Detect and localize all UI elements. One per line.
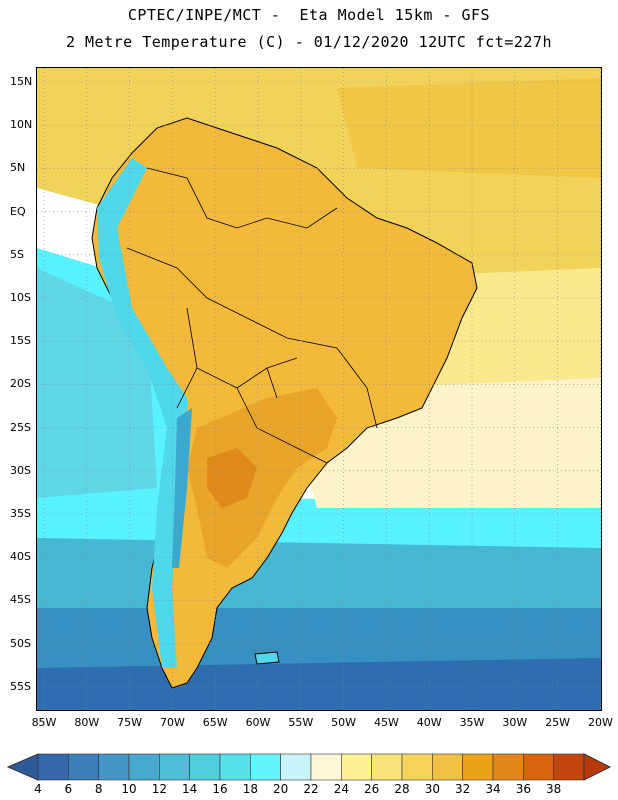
lat-tick-label: 15N [10,75,33,88]
temperature-map [36,67,602,711]
colorbar-label: 32 [455,782,471,796]
colorbar-swatch [310,753,342,781]
colorbar-label: 30 [424,782,440,796]
colorbar-label: 24 [333,782,349,796]
colorbar-swatch [250,753,281,781]
lon-tick-label: 35W [459,716,485,729]
lon-tick-label: 45W [373,716,399,729]
colorbar-swatch [462,753,494,781]
falkland-islands [254,651,280,665]
colorbar-left-arrow [6,753,39,781]
colorbar-label: 34 [485,782,501,796]
colorbar-label: 6 [64,782,73,796]
lat-tick-label: 5N [10,161,26,175]
lon-tick-label: 85W [31,716,57,729]
colorbar-label: 14 [182,782,198,796]
colorbar-swatch [98,753,130,781]
land-hot-region [187,388,337,568]
lat-tick-label: 55S [10,679,31,693]
lat-tick-label: 40S [10,550,31,564]
colorbar-swatch [401,753,433,781]
colorbar-label: 8 [94,782,103,796]
colorbar-swatch [280,753,312,781]
lat-tick-label: 25S [10,420,31,434]
lon-tick-label: 40W [416,716,442,729]
colorbar-swatch [523,753,554,781]
colorbar-label: 12 [151,782,167,796]
colorbar-label: 38 [546,782,562,796]
colorbar-swatch [189,753,221,781]
lon-tick-label: 20W [587,716,613,729]
andes-strip [97,158,187,668]
lat-tick-label: 20S [10,377,31,391]
map-title-line1: CPTEC/INPE/MCT - Eta Model 15km - GFS [127,6,491,24]
lon-tick-label: 75W [117,716,143,729]
map-title-line2: 2 Metre Temperature (C) - 01/12/2020 12U… [65,33,553,51]
lat-tick-label: 35S [10,507,31,520]
lat-tick-label: 10S [10,291,31,304]
colorbar-label: 22 [303,782,319,796]
ocean-north-warm-band [337,78,601,178]
map-canvas [37,68,601,710]
colorbar-label: 4 [34,782,42,796]
land-hotter-region [207,448,257,508]
lon-tick-label: 70W [159,716,185,729]
lon-tick-label: 60W [245,716,271,729]
temperature-colorbar [6,753,612,781]
colorbar-swatch [37,753,69,781]
lat-tick-label: 30S [10,463,31,477]
colorbar-label: 16 [212,782,228,796]
lon-tick-label: 80W [74,716,100,729]
colorbar-right-arrow [583,753,612,781]
lon-tick-label: 50W [331,716,357,729]
colorbar-swatch [371,753,403,781]
colorbar-label: 10 [121,782,137,796]
lat-tick-label: 45S [10,593,31,607]
lat-tick-label: 5S [10,247,24,261]
lon-tick-label: 30W [502,716,528,729]
colorbar-swatch [432,753,463,781]
colorbar-label: 20 [273,782,289,796]
country-borders [126,167,378,464]
lon-tick-label: 55W [288,716,314,729]
colorbar-swatch [159,753,190,781]
colorbar-swatch [492,753,524,781]
colorbar-label: 26 [364,782,380,796]
lat-tick-label: EQ [10,204,26,218]
colorbar-swatch [341,753,372,781]
lat-tick-label: 50S [10,636,31,650]
colorbar-label: 36 [515,782,531,796]
lat-tick-label: 15S [10,334,31,348]
colorbar-label: 18 [242,782,258,796]
colorbar-label: 28 [394,782,410,796]
lon-tick-label: 25W [545,716,571,729]
colorbar-swatch [68,753,99,781]
lon-tick-label: 65W [202,716,228,729]
lat-tick-label: 10N [10,118,33,132]
colorbar-swatch [219,753,251,781]
colorbar-swatch [128,753,160,781]
andes-cold-strip [172,408,192,568]
colorbar-swatch [553,753,585,781]
